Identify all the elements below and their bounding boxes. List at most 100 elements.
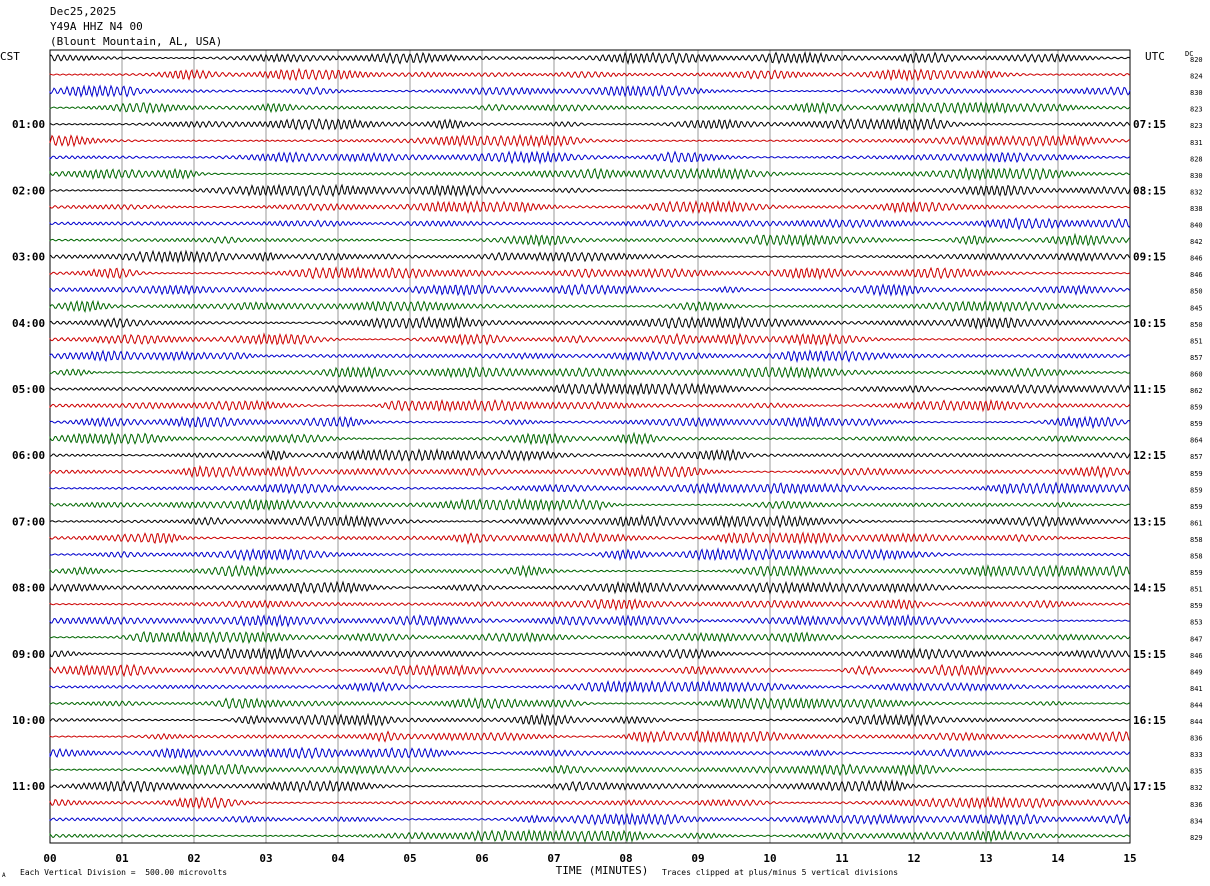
header-location: (Blount Mountain, AL, USA): [50, 35, 223, 48]
x-tick-label: 02: [187, 852, 200, 865]
header-station: Y49A HHZ N4 00: [50, 20, 143, 33]
trace-row-45: [49, 795, 1131, 810]
right-hour-label: 10:15: [1133, 317, 1166, 330]
dc-value-label: 859: [1190, 404, 1203, 412]
x-tick-label: 13: [979, 852, 992, 865]
left-hour-label: 10:00: [12, 714, 45, 727]
x-tick-label: 05: [403, 852, 416, 865]
trace-row-34: [49, 613, 1131, 628]
dc-value-label: 846: [1190, 652, 1203, 660]
x-tick-label: 10: [763, 852, 776, 865]
left-hour-label: 09:00: [12, 648, 45, 661]
dc-value-label: 820: [1190, 56, 1203, 64]
trace-row-32: [49, 580, 1131, 595]
left-hour-label: 06:00: [12, 449, 45, 462]
dc-value-label: 842: [1190, 238, 1203, 246]
dc-value-label: 864: [1190, 437, 1203, 445]
trace-row-7: [49, 166, 1131, 182]
trace-row-22: [49, 415, 1131, 430]
dc-value-label: 832: [1190, 188, 1203, 196]
trace-row-33: [49, 598, 1131, 611]
dc-value-label: 823: [1190, 106, 1203, 114]
dc-value-label: 849: [1190, 668, 1203, 676]
trace-row-46: [49, 812, 1131, 827]
corner-mark: A: [2, 872, 6, 879]
trace-row-47: [49, 828, 1131, 843]
trace-row-24: [49, 448, 1131, 462]
trace-row-38: [49, 679, 1131, 694]
dc-value-label: 850: [1190, 288, 1203, 296]
x-tick-label: 01: [115, 852, 129, 865]
dc-value-label: 830: [1190, 172, 1203, 180]
trace-row-31: [49, 564, 1131, 579]
x-tick-label: 08: [619, 852, 632, 865]
plot-frame: [49, 49, 1131, 844]
trace-row-6: [49, 150, 1131, 165]
dc-value-label: 859: [1190, 486, 1203, 494]
trace-row-28: [49, 514, 1131, 529]
trace-row-2: [49, 84, 1131, 98]
dc-value-label: 830: [1190, 89, 1203, 97]
right-hour-label: 08:15: [1133, 184, 1166, 197]
left-hour-label: 07:00: [12, 515, 45, 528]
trace-row-37: [49, 663, 1131, 678]
x-tick-label: 15: [1123, 852, 1136, 865]
dc-value-label: 841: [1190, 685, 1203, 693]
dc-value-label: 859: [1190, 420, 1203, 428]
dc-value-label: 857: [1190, 354, 1203, 362]
dc-value-label: 862: [1190, 387, 1203, 395]
trace-row-18: [49, 349, 1131, 364]
trace-row-21: [49, 398, 1131, 413]
trace-row-27: [49, 497, 1131, 513]
footer-scale-note: Each Vertical Division = 500.00 microvol…: [20, 868, 228, 877]
right-hour-label: 17:15: [1133, 780, 1166, 793]
dc-axis-title: DC: [1185, 50, 1193, 58]
trace-row-17: [49, 332, 1131, 347]
dc-value-label: 833: [1190, 751, 1203, 759]
left-hour-label: 03:00: [12, 251, 45, 264]
dc-value-label: 845: [1190, 304, 1203, 312]
x-tick-label: 07: [547, 852, 560, 865]
dc-value-label: 840: [1190, 222, 1203, 230]
dc-value-label: 831: [1190, 139, 1203, 147]
right-hour-label: 12:15: [1133, 449, 1166, 462]
trace-row-29: [49, 531, 1131, 545]
right-hour-label: 15:15: [1133, 648, 1166, 661]
dc-value-label: 828: [1190, 155, 1203, 163]
dc-value-label: 861: [1190, 519, 1203, 527]
trace-row-16: [49, 315, 1131, 330]
right-hour-label: 16:15: [1133, 714, 1166, 727]
dc-value-label: 835: [1190, 768, 1203, 776]
trace-row-36: [49, 646, 1131, 661]
dc-value-label: 851: [1190, 337, 1203, 345]
dc-value-label: 859: [1190, 602, 1203, 610]
dc-value-label: 851: [1190, 586, 1203, 594]
trace-row-14: [49, 283, 1131, 297]
dc-value-label: 860: [1190, 370, 1203, 378]
trace-row-39: [49, 697, 1131, 711]
left-hour-label: 11:00: [12, 780, 45, 793]
x-tick-label: 03: [259, 852, 272, 865]
dc-value-label: 846: [1190, 271, 1203, 279]
trace-row-9: [49, 199, 1131, 215]
right-hour-label: 14:15: [1133, 582, 1166, 595]
trace-row-43: [49, 763, 1131, 777]
trace-row-23: [49, 431, 1131, 446]
dc-value-label: 844: [1190, 701, 1203, 709]
x-tick-label: 00: [43, 852, 56, 865]
dc-value-label: 836: [1190, 735, 1203, 743]
footer-clip-note: Traces clipped at plus/minus 5 vertical …: [662, 868, 899, 877]
right-axis-title: UTC: [1145, 50, 1165, 63]
trace-row-15: [49, 299, 1131, 313]
right-hour-label: 13:15: [1133, 515, 1166, 528]
dc-value-label: 824: [1190, 73, 1203, 81]
trace-row-35: [49, 629, 1131, 645]
trace-row-8: [49, 183, 1131, 198]
trace-row-10: [49, 217, 1131, 231]
trace-row-1: [49, 67, 1131, 82]
x-tick-label: 12: [907, 852, 920, 865]
right-hour-label: 09:15: [1133, 251, 1166, 264]
trace-row-3: [49, 101, 1131, 115]
dc-value-label: 823: [1190, 122, 1203, 130]
